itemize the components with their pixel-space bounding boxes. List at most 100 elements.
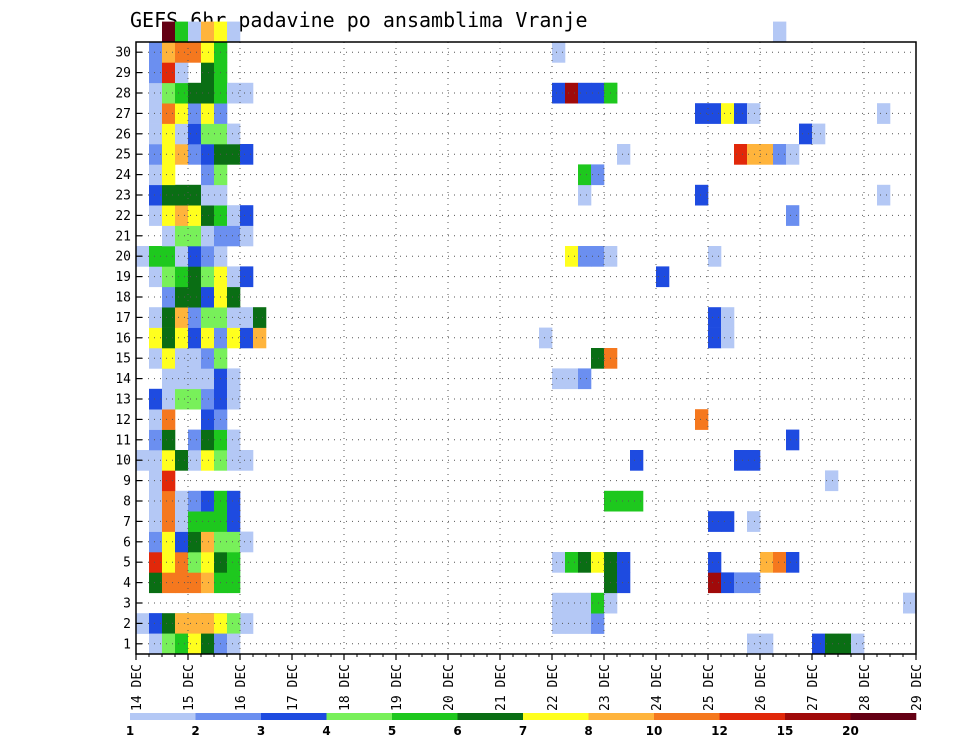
cell-79 [227, 388, 241, 410]
cell-245 [552, 82, 566, 104]
cell-37 [240, 531, 254, 553]
cell-110 [162, 286, 176, 308]
cell-215 [578, 592, 592, 614]
cell-279 [786, 205, 800, 226]
y-tick-label-29: 29 [115, 66, 131, 81]
cell-212 [591, 613, 605, 634]
x-tick-label-1: 15 DEC [182, 664, 197, 711]
cell-205 [188, 633, 202, 655]
cell-41 [188, 511, 202, 532]
cell-90 [201, 348, 215, 369]
cell-136 [227, 225, 241, 247]
cell-241 [578, 184, 592, 206]
y-tick-label-10: 10 [115, 454, 131, 469]
cell-118 [175, 266, 189, 288]
cell-213 [552, 592, 566, 614]
colorbar-swatch-7 [588, 713, 655, 720]
cell-94 [175, 327, 189, 349]
cell-291 [721, 103, 735, 124]
x-tick-label-12: 26 DEC [754, 664, 769, 711]
y-tick-label-24: 24 [115, 168, 131, 183]
cell-22 [227, 572, 241, 594]
colorbar-label-10: 10 [646, 724, 663, 738]
x-tick-label-2: 16 DEC [234, 664, 249, 711]
cell-228 [630, 490, 644, 512]
cell-154 [201, 164, 215, 186]
cell-82 [188, 368, 202, 390]
cell-179 [175, 82, 189, 104]
cell-36 [227, 531, 241, 553]
cell-88 [175, 348, 189, 369]
cell-262 [708, 552, 722, 573]
cell-56 [162, 450, 176, 471]
colorbar-label-1: 1 [126, 724, 134, 738]
cell-116 [149, 266, 163, 288]
cell-81 [175, 368, 189, 390]
cell-199 [201, 21, 215, 43]
colorbar-label-20: 20 [842, 724, 859, 738]
cell-26 [188, 552, 202, 573]
cell-204 [175, 633, 189, 655]
colorbar-swatch-9 [719, 713, 786, 720]
cell-237 [565, 246, 579, 267]
cell-194 [201, 42, 215, 63]
y-axis: 1234567891011121314151617181920212223242… [115, 46, 142, 652]
cell-296 [773, 21, 787, 43]
cell-275 [721, 327, 735, 349]
y-tick-label-21: 21 [115, 229, 131, 244]
cell-289 [695, 103, 709, 124]
y-tick-label-16: 16 [115, 331, 131, 346]
y-tick-label-8: 8 [123, 495, 131, 510]
cell-171 [149, 103, 163, 124]
cell-132 [175, 225, 189, 247]
cell-158 [175, 144, 189, 165]
cell-27 [201, 552, 215, 573]
cell-214 [565, 592, 579, 614]
cell-30 [149, 531, 163, 553]
cell-235 [539, 327, 553, 349]
cell-232 [578, 368, 592, 390]
cell-107 [227, 307, 241, 328]
cell-32 [175, 531, 189, 553]
cell-62 [240, 450, 254, 471]
cell-113 [201, 286, 215, 308]
cell-23 [149, 552, 163, 573]
cell-80 [162, 368, 176, 390]
y-tick-label-3: 3 [123, 597, 131, 612]
cell-layer [136, 21, 917, 655]
cell-248 [591, 82, 605, 104]
cell-210 [565, 613, 579, 634]
cell-70 [162, 409, 176, 430]
cell-229 [630, 450, 644, 471]
cell-29 [227, 552, 241, 573]
y-tick-label-13: 13 [115, 393, 131, 408]
colorbar-swatch-1 [195, 713, 262, 720]
cell-64 [162, 429, 176, 451]
cell-73 [149, 388, 163, 410]
cell-168 [201, 123, 215, 145]
cell-25 [175, 552, 189, 573]
cell-99 [240, 327, 254, 349]
cell-201 [227, 21, 241, 43]
cell-74 [162, 388, 176, 410]
cell-159 [188, 144, 202, 165]
cell-71 [201, 409, 215, 430]
cell-202 [149, 633, 163, 655]
x-tick-label-11: 25 DEC [702, 664, 717, 711]
cell-68 [227, 429, 241, 451]
cell-271 [747, 450, 761, 471]
cell-266 [708, 511, 722, 532]
cell-173 [175, 103, 189, 124]
cell-239 [591, 246, 605, 267]
cell-111 [175, 286, 189, 308]
y-tick-label-18: 18 [115, 291, 131, 306]
cell-260 [734, 572, 748, 594]
cell-65 [188, 429, 202, 451]
cell-77 [201, 388, 215, 410]
cell-177 [149, 82, 163, 104]
y-tick-label-17: 17 [115, 311, 131, 326]
cell-100 [253, 327, 267, 349]
cell-117 [162, 266, 176, 288]
cell-139 [162, 205, 176, 226]
cell-129 [201, 246, 215, 267]
